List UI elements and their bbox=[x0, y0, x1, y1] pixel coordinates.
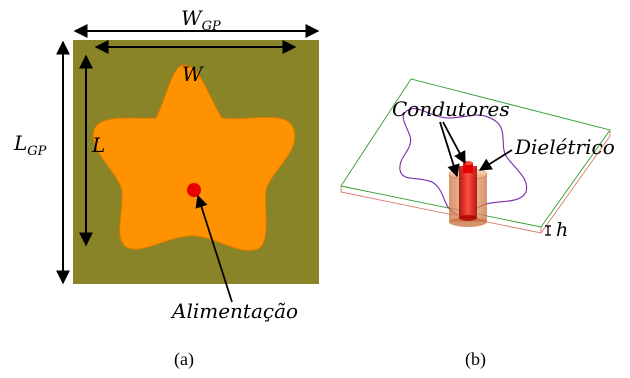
panel-b: Condutores Dielétrico h (b) bbox=[340, 78, 615, 370]
conductors-label: Condutores bbox=[392, 97, 510, 121]
thickness-marker bbox=[545, 225, 551, 236]
caption-b: (b) bbox=[465, 349, 486, 370]
star-patch bbox=[92, 64, 296, 252]
dielectric-label: Dielétrico bbox=[514, 135, 615, 159]
feed-point bbox=[187, 183, 201, 197]
conductors-arrow-2 bbox=[442, 121, 466, 165]
l-label: L bbox=[91, 133, 105, 157]
panel-a: WGP W LGP L Alimentação (a) bbox=[13, 6, 320, 370]
w-label: W bbox=[182, 62, 204, 86]
wgp-label: WGP bbox=[181, 6, 221, 34]
caption-a: (a) bbox=[174, 349, 194, 370]
h-label: h bbox=[556, 219, 568, 241]
feed-label: Alimentação bbox=[170, 299, 298, 323]
lgp-label: LGP bbox=[13, 131, 47, 159]
inner-conductor bbox=[459, 161, 477, 221]
feed-pointer-arrow bbox=[195, 194, 233, 303]
conductors-arrow-1 bbox=[439, 121, 460, 178]
dielectric-arrow bbox=[478, 149, 513, 171]
